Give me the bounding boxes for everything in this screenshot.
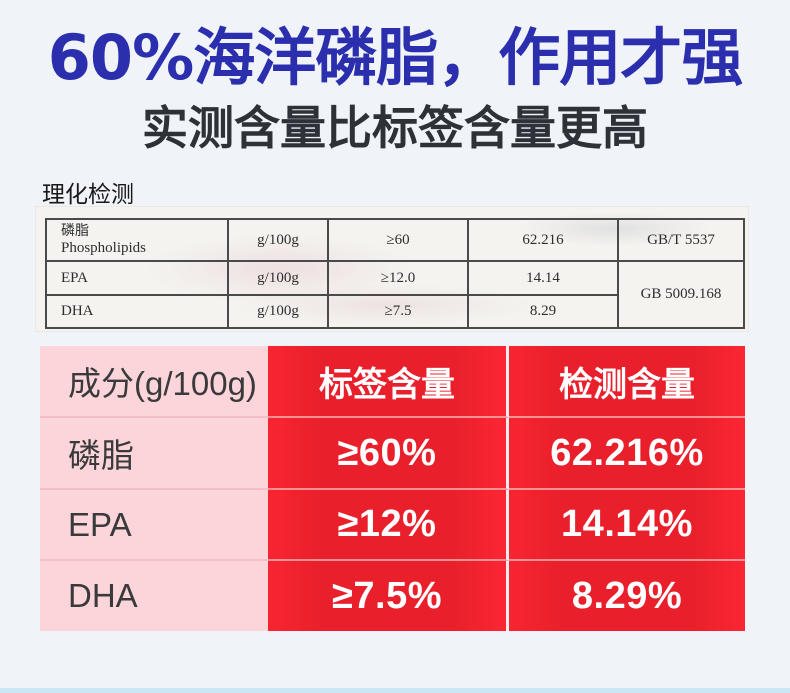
row-label-content: ≥7.5% — [268, 561, 509, 631]
lab-report-table: 磷脂 Phospholipids g/100g ≥60 62.216 GB/T … — [45, 218, 745, 329]
cell-unit: g/100g — [227, 218, 329, 262]
cell-component: DHA — [45, 294, 229, 329]
row-component: DHA — [40, 561, 268, 631]
cell-result: 14.14 — [467, 260, 619, 296]
next-section-edge — [0, 688, 790, 693]
cell-result: 8.29 — [467, 294, 619, 329]
row-label-content: ≥12% — [268, 490, 509, 561]
row-tested-content: 62.216% — [509, 418, 745, 490]
page-title: 60%海洋磷脂，作用才强 — [47, 21, 743, 94]
header-component: 成分(g/100g) — [40, 346, 268, 418]
cell-spec: ≥12.0 — [327, 260, 469, 296]
component-name-cn: 磷脂 — [61, 224, 89, 239]
cell-component: EPA — [45, 260, 229, 296]
cell-unit: g/100g — [227, 260, 329, 296]
row-component: 磷脂 — [40, 418, 268, 490]
header-label-content: 标签含量 — [268, 346, 509, 418]
cell-unit: g/100g — [227, 294, 329, 329]
cell-spec: ≥7.5 — [327, 294, 469, 329]
page-subtitle: 实测含量比标签含量更高 — [142, 102, 648, 154]
cell-spec: ≥60 — [327, 218, 469, 262]
header-tested-content: 检测含量 — [509, 346, 745, 418]
row-tested-content: 8.29% — [509, 561, 745, 631]
table-row: 磷脂 Phospholipids g/100g ≥60 62.216 GB/T … — [45, 218, 745, 262]
cell-method: GB/T 5537 — [617, 218, 745, 262]
row-label-content: ≥60% — [268, 418, 509, 490]
component-name-en: Phospholipids — [61, 240, 147, 256]
section-label-lab-test: 理化检测 — [42, 181, 134, 207]
table-row: DHA g/100g ≥7.5 8.29 — [45, 294, 744, 329]
content-comparison-table: 成分(g/100g) 标签含量 检测含量 磷脂 ≥60% 62.216% EPA… — [40, 346, 745, 631]
cell-result: 62.216 — [467, 218, 619, 262]
table-row: EPA g/100g ≥12.0 14.14 GB 5009.168 — [45, 260, 745, 329]
row-tested-content: 14.14% — [509, 490, 745, 561]
cell-component: 磷脂 Phospholipids — [45, 218, 229, 262]
cell-method-merged: GB 5009.168 — [617, 260, 745, 329]
row-component: EPA — [40, 490, 268, 561]
lab-report-scan: 磷脂 Phospholipids g/100g ≥60 62.216 GB/T … — [35, 206, 749, 332]
